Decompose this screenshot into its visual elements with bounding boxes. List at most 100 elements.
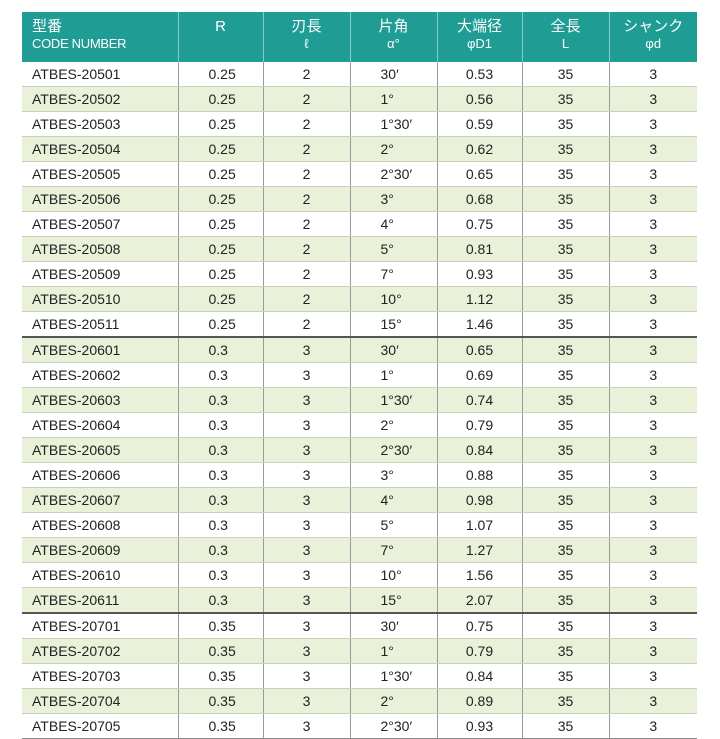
table-cell: ATBES-20606 [22,462,179,488]
table-cell: 2° [350,412,438,438]
header-text: 刃長 [291,18,322,35]
table-cell: 0.65 [437,336,523,363]
table-cell: ATBES-20506 [22,186,179,212]
table-cell: 3 [263,713,351,739]
table-cell: 1.12 [437,286,523,312]
spec-table-wrap: 型番 CODE NUMBER R 刃長 ℓ 片角 α° 大端径 φD1 全長 L シャンク φd ATB… [22,12,697,739]
table-cell: 35 [522,336,610,363]
header-text: 大端径 [456,18,502,35]
table-cell: 0.93 [437,261,523,287]
table-cell: 0.98 [437,487,523,513]
table-row: ATBES-20601 0.3 3 30′ 0.65 35 3 [22,336,697,363]
table-cell: 3 [263,612,351,639]
table-cell: 7° [350,537,438,563]
header-text: φd [645,36,662,51]
table-cell: ATBES-20608 [22,512,179,538]
table-row: ATBES-20508 0.25 2 5° 0.81 35 3 [22,236,697,262]
table-cell: 0.79 [437,412,523,438]
table-cell: 3° [350,186,438,212]
header-text: 全長 [550,18,581,35]
table-cell: 35 [522,562,610,588]
table-body: ATBES-20501 0.25 2 30′ 0.53 35 3 ATBES-20502 0.2… [22,62,697,739]
table-cell: 35 [522,62,610,87]
header-text: φD1 [466,36,493,51]
table-row: ATBES-20511 0.25 2 15° 1.46 35 3 [22,311,697,338]
table-cell: 2 [263,261,351,287]
table-cell: 0.75 [437,612,523,639]
table-cell: 35 [522,161,610,187]
table-row: ATBES-20502 0.25 2 1° 0.56 35 3 [22,86,697,112]
table-cell: 3 [609,136,697,162]
table-cell: 35 [522,537,610,563]
table-cell: 0.35 [178,713,264,739]
table-cell: ATBES-20609 [22,537,179,563]
table-cell: ATBES-20602 [22,362,179,388]
table-cell: ATBES-20501 [22,62,179,87]
header-text: 型番 [32,18,63,35]
table-cell: 3 [609,261,697,287]
spec-table: 型番 CODE NUMBER R 刃長 ℓ 片角 α° 大端径 φD1 全長 L シャンク φd ATB… [22,12,697,739]
table-cell: 3 [609,462,697,488]
table-cell: 3 [609,663,697,689]
table-cell: 3 [609,688,697,714]
table-cell: 3 [263,512,351,538]
table-cell: 35 [522,261,610,287]
table-cell: 35 [522,86,610,112]
table-cell: 2° [350,688,438,714]
table-cell: 0.74 [437,387,523,413]
table-cell: ATBES-20703 [22,663,179,689]
table-row: ATBES-20705 0.35 3 2°30′ 0.93 35 3 [22,713,697,739]
table-cell: ATBES-20507 [22,211,179,237]
table-row: ATBES-20703 0.35 3 1°30′ 0.84 35 3 [22,663,697,689]
table-cell: 35 [522,111,610,137]
table-row: ATBES-20505 0.25 2 2°30′ 0.65 35 3 [22,161,697,187]
table-cell: 3 [263,562,351,588]
table-cell: 0.35 [178,612,264,639]
table-row: ATBES-20607 0.3 3 4° 0.98 35 3 [22,487,697,513]
table-cell: ATBES-20511 [22,311,179,338]
table-cell: 3 [609,111,697,137]
header-cell: シャンク φd [609,12,697,62]
table-row: ATBES-20609 0.3 3 7° 1.27 35 3 [22,537,697,563]
table-row: ATBES-20702 0.35 3 1° 0.79 35 3 [22,638,697,664]
page: 型番 CODE NUMBER R 刃長 ℓ 片角 α° 大端径 φD1 全長 L シャンク φd ATB… [22,12,697,739]
table-cell: 0.35 [178,688,264,714]
table-cell: 3 [609,562,697,588]
table-cell: 35 [522,462,610,488]
table-cell: 10° [350,562,438,588]
table-cell: 3 [609,412,697,438]
table-cell: 3 [609,286,697,312]
table-cell: 0.35 [178,663,264,689]
table-cell: 30′ [350,336,438,363]
table-cell: ATBES-20704 [22,688,179,714]
header-cell: 大端径 φD1 [437,12,523,62]
table-cell: 4° [350,211,438,237]
table-cell: 30′ [350,62,438,87]
table-row: ATBES-20506 0.25 2 3° 0.68 35 3 [22,186,697,212]
table-cell: ATBES-20610 [22,562,179,588]
table-cell: 3 [609,437,697,463]
table-cell: ATBES-20605 [22,437,179,463]
table-cell: ATBES-20702 [22,638,179,664]
table-row: ATBES-20507 0.25 2 4° 0.75 35 3 [22,211,697,237]
table-cell: ATBES-20505 [22,161,179,187]
table-cell: 2 [263,62,351,87]
table-cell: 0.25 [178,86,264,112]
table-cell: 3 [609,612,697,639]
table-cell: 15° [350,587,438,614]
table-cell: 3 [263,663,351,689]
table-cell: 2 [263,186,351,212]
table-row: ATBES-20704 0.35 3 2° 0.89 35 3 [22,688,697,714]
table-cell: 0.25 [178,136,264,162]
table-cell: ATBES-20604 [22,412,179,438]
table-cell: ATBES-20601 [22,336,179,363]
table-cell: 0.3 [178,512,264,538]
table-cell: 0.56 [437,86,523,112]
table-cell: 1°30′ [350,387,438,413]
table-cell: 3 [609,512,697,538]
table-row: ATBES-20603 0.3 3 1°30′ 0.74 35 3 [22,387,697,413]
table-cell: 3 [609,211,697,237]
table-row: ATBES-20504 0.25 2 2° 0.62 35 3 [22,136,697,162]
table-cell: 3 [609,62,697,87]
header-cell: R [178,12,264,62]
